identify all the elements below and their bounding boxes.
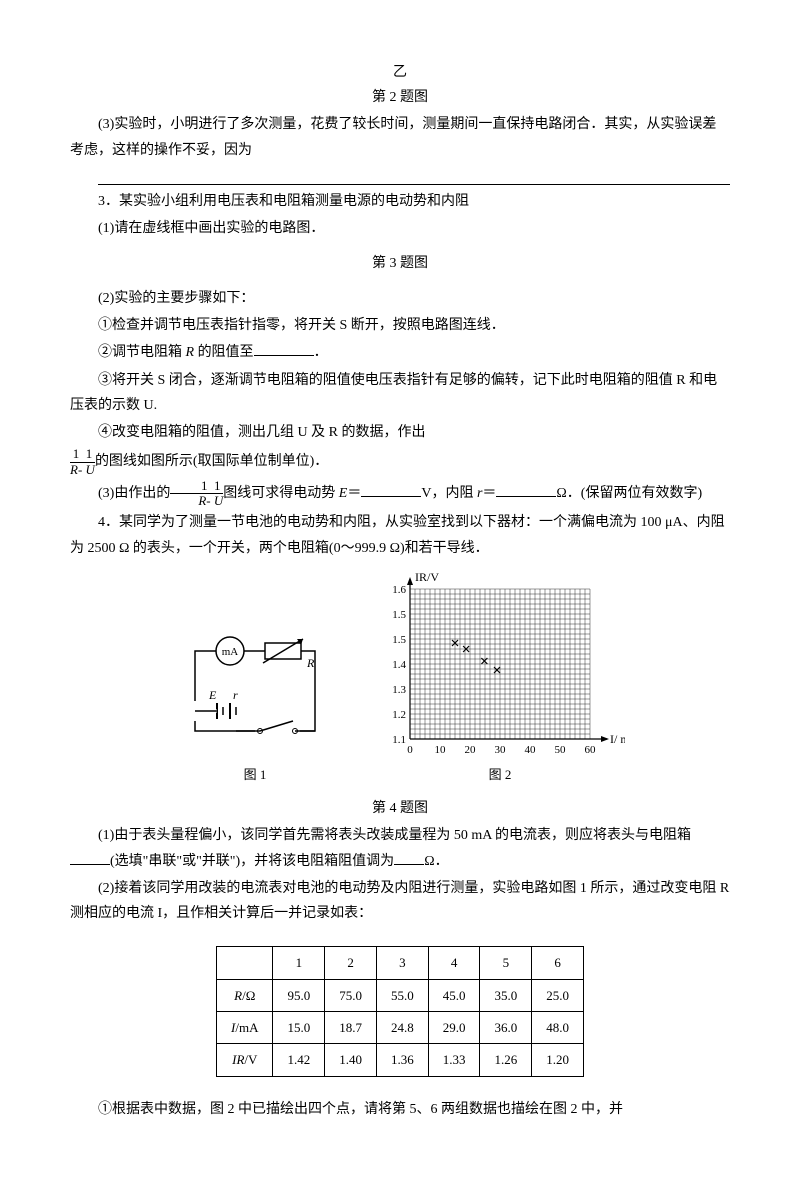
table-cell: 1.42 — [273, 1044, 325, 1076]
q3-s2: ②调节电阻箱 R 的阻值至 ． — [70, 340, 730, 365]
svg-text:30: 30 — [495, 744, 507, 756]
table-header-cell: 6 — [532, 947, 584, 979]
q4-p1b: (选填"串联"或"并联")，并将该电阻箱阻值调为 — [110, 854, 394, 869]
q3-r-blank[interactable] — [496, 482, 556, 497]
q4-p1a: (1)由于表头量程偏小，该同学首先需将表头改装成量程为 50 mA 的电流表，则… — [98, 828, 691, 843]
circuit-container: mA R E r 图 1 — [175, 631, 335, 786]
q2-3-text: (3)实验时，小明进行了多次测量，花费了较长时间，测量期间一直保持电路闭合．其实… — [70, 112, 730, 162]
table-cell: 1.33 — [428, 1044, 480, 1076]
fig1-label: 图 1 — [175, 763, 335, 786]
table-cell: 1.26 — [480, 1044, 532, 1076]
q3-p3b: 图线可求得电动势 — [223, 486, 339, 501]
table-header-cell: 1 — [273, 947, 325, 979]
svg-text:1.5: 1.5 — [392, 634, 406, 646]
internal-r-label: r — [233, 688, 238, 702]
svg-text:40: 40 — [525, 744, 537, 756]
q4-p1: (1)由于表头量程偏小，该同学首先需将表头改装成量程为 50 mA 的电流表，则… — [70, 823, 730, 873]
frac-1R-1U: 1 1R- U — [70, 447, 95, 477]
q3-frac-line: 1 1R- U的图线如图所示(取国际单位制单位)． — [70, 447, 730, 477]
svg-text:0: 0 — [407, 744, 413, 756]
table-header-cell — [217, 947, 273, 979]
fig2-label: 图 2 — [375, 763, 625, 786]
graph-xlabel: I/ mA — [610, 732, 625, 746]
q3-p3f: Ω．(保留两位有效数字) — [556, 486, 702, 501]
fig2-caption: 第 2 题图 — [70, 85, 730, 110]
frac-1R-1U-b: 1 1R- U — [170, 479, 223, 509]
q4-p1-blank1[interactable] — [70, 850, 110, 865]
table-cell: 45.0 — [428, 979, 480, 1011]
q4-p1-blank2[interactable] — [394, 850, 424, 865]
circuit-svg: mA R E r — [175, 631, 335, 761]
q2-3-blank[interactable] — [98, 167, 730, 185]
table-cell: 1.36 — [376, 1044, 428, 1076]
q3-p3d-pre: V，内阻 — [421, 486, 477, 501]
sym-R-1: R — [186, 345, 195, 360]
table-header-cell: 3 — [376, 947, 428, 979]
q4-figure-row: mA R E r 图 1 IR/V — [70, 571, 730, 786]
ammeter-label: mA — [222, 646, 239, 658]
q3-title: 3．某实验小组利用电压表和电阻箱测量电源的电动势和内阻 — [70, 189, 730, 214]
q4-p2: (2)接着该同学用改装的电流表对电池的电动势及内阻进行测量，实验电路如图 1 所… — [70, 876, 730, 926]
emf-label: E — [208, 688, 217, 702]
table-cell: 15.0 — [273, 1011, 325, 1043]
q3-s3: ③将开关 S 闭合，逐渐调节电阻箱的阻值使电压表指针有足够的偏转，记下此时电阻箱… — [70, 368, 730, 418]
q4-title: 4．某同学为了测量一节电池的电动势和内阻，从实验室找到以下器材：一个满偏电流为 … — [70, 510, 730, 560]
q3-p3e: ＝ — [482, 486, 496, 501]
svg-text:10: 10 — [435, 744, 447, 756]
q3-p2: (2)实验的主要步骤如下： — [70, 286, 730, 311]
graph-svg: IR/V 1.1 1.2 1.3 1.4 1.5 1.5 1.6 0 10 20 30 40 50 60… — [375, 571, 625, 761]
table-cell: 1.40 — [325, 1044, 377, 1076]
q3-s2b: 的阻值至 — [194, 345, 254, 360]
svg-text:50: 50 — [555, 744, 567, 756]
table-cell: 24.8 — [376, 1011, 428, 1043]
svg-text:60: 60 — [585, 744, 597, 756]
svg-text:1.3: 1.3 — [392, 684, 406, 696]
graph-container: IR/V 1.1 1.2 1.3 1.4 1.5 1.5 1.6 0 10 20 30 40 50 60… — [375, 571, 625, 786]
svg-text:1.1: 1.1 — [392, 734, 406, 746]
q3-p1: (1)请在虚线框中画出实验的电路图． — [70, 216, 730, 241]
q3-s4: ④改变电阻箱的阻值，测出几组 U 及 R 的数据，作出 — [70, 420, 730, 445]
q3-s1: ①检查并调节电压表指针指零，将开关 S 断开，按照电路图连线． — [70, 313, 730, 338]
q3-E-blank[interactable] — [361, 482, 421, 497]
table-cell: R/Ω — [217, 979, 273, 1011]
table-cell: 29.0 — [428, 1011, 480, 1043]
q4-fig-caption: 第 4 题图 — [70, 796, 730, 821]
table-cell: IR/V — [217, 1044, 273, 1076]
table-cell: 55.0 — [376, 979, 428, 1011]
table-header-cell: 2 — [325, 947, 377, 979]
q3-p3: (3)由作出的1 1R- U图线可求得电动势 E＝V，内阻 r＝Ω．(保留两位有… — [70, 479, 730, 509]
svg-text:1.4: 1.4 — [392, 659, 406, 671]
table-cell: 25.0 — [532, 979, 584, 1011]
table-cell: 95.0 — [273, 979, 325, 1011]
table-cell: 18.7 — [325, 1011, 377, 1043]
q3-p3a: (3)由作出的 — [98, 486, 170, 501]
table-cell: 36.0 — [480, 1011, 532, 1043]
svg-text:1.5: 1.5 — [392, 609, 406, 621]
graph-ylabel: IR/V — [415, 571, 439, 584]
q4-p3: ①根据表中数据，图 2 中已描绘出四个点，请将第 5、6 两组数据也描绘在图 2… — [70, 1097, 730, 1122]
svg-text:1.2: 1.2 — [392, 709, 406, 721]
table-cell: I/mA — [217, 1011, 273, 1043]
q3-s2c: ． — [314, 345, 328, 360]
q3-s2-blank[interactable] — [254, 341, 314, 356]
table-cell: 75.0 — [325, 979, 377, 1011]
table-header-cell: 5 — [480, 947, 532, 979]
table-cell: 48.0 — [532, 1011, 584, 1043]
table-header-cell: 4 — [428, 947, 480, 979]
table-cell: 1.20 — [532, 1044, 584, 1076]
svg-text:1.6: 1.6 — [392, 584, 406, 596]
q3-s2a: ②调节电阻箱 — [98, 345, 186, 360]
q4-p1c: Ω． — [424, 854, 448, 869]
q3-fig-caption: 第 3 题图 — [70, 251, 730, 276]
table-cell: 35.0 — [480, 979, 532, 1011]
data-table: 123456 R/Ω95.075.055.045.035.025.0 I/mA15.… — [216, 946, 584, 1077]
svg-text:20: 20 — [465, 744, 477, 756]
yi-label: 乙 — [70, 60, 730, 85]
resistor-label: R — [306, 656, 315, 670]
q3-p3c: ＝ — [347, 486, 361, 501]
q3-s4b: 的图线如图所示(取国际单位制单位)． — [95, 454, 328, 469]
